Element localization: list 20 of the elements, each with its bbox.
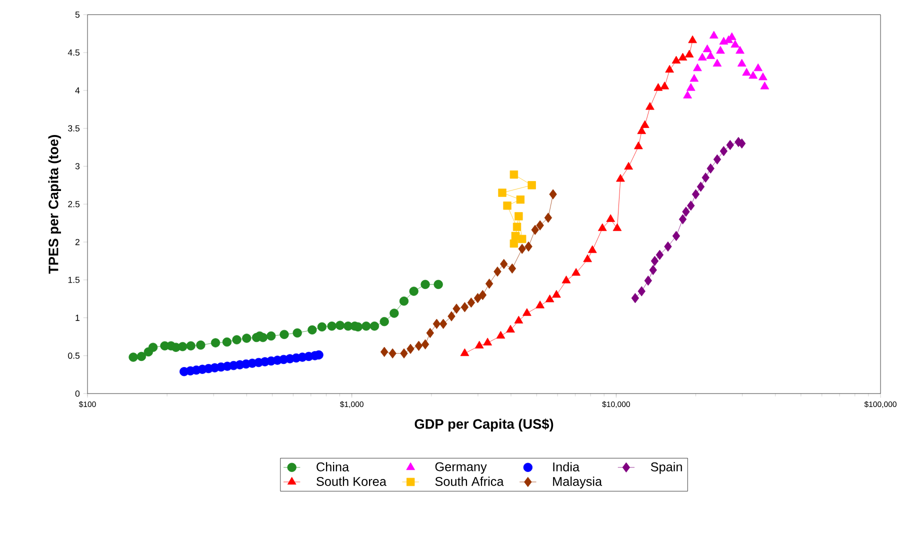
y-tick-label: 3 (75, 162, 80, 170)
legend-label: China (316, 462, 350, 472)
y-tick-label: 0.5 (68, 352, 80, 359)
legend-label: South Africa (435, 476, 504, 486)
y-tick-label: 5 (75, 11, 80, 18)
y-axis-title: TPES per Capita (toe) (48, 134, 61, 274)
y-tick-label: 4.5 (68, 49, 80, 56)
y-tick-label: 3.5 (68, 125, 80, 132)
y-tick-label: 2 (75, 238, 80, 245)
y-tick-label: 2.5 (68, 200, 80, 208)
x-axis-title: GDP per Capita (US$) (414, 418, 554, 432)
legend-label: Germany (435, 462, 487, 474)
legend-label: South Korea (316, 476, 386, 486)
y-tick-label: 4 (75, 87, 80, 94)
legend-label: Malaysia (553, 476, 602, 488)
legend-label: India (553, 462, 580, 472)
y-tick-label: 1.5 (68, 276, 80, 283)
legend-label: Spain (650, 462, 682, 474)
y-tick-label: 1 (76, 314, 80, 321)
y-tick-label: 0 (75, 390, 80, 396)
